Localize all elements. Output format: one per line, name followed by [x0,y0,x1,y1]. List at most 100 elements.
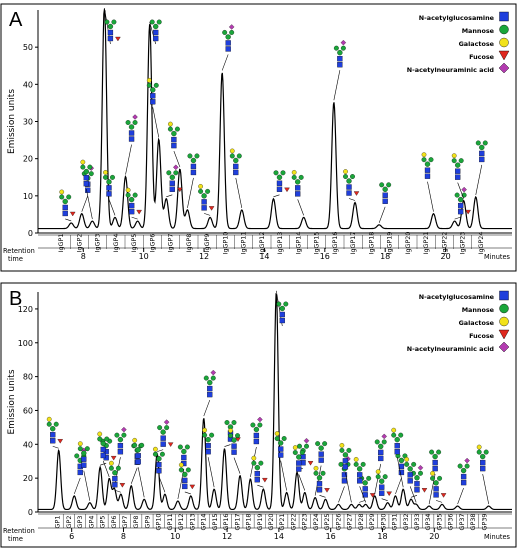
glcnac-square [276,186,283,192]
glcnac-square [318,451,324,457]
peak-leader-line [184,491,191,495]
peak-leader-line [457,487,464,505]
fucose-triangle [440,493,447,498]
mannose-circle [460,467,467,474]
glcnac-square [233,169,239,176]
retention-label-time: time [8,535,23,543]
glcnac-square [233,163,239,170]
glcnac-square [117,443,124,449]
glcnac-square [100,452,106,459]
glcnac-square [153,35,159,42]
peak-label: GP17 [233,514,241,531]
glcnac-square [455,168,461,174]
peak-leader-line [152,107,160,138]
y-tick-label: 20 [23,155,33,164]
peak-label: GP36 [447,514,455,531]
mannose-circle [84,446,90,452]
peak-label: GP25 [323,514,331,531]
mannose-circle [479,144,485,151]
mannose-circle [181,448,187,455]
mannose-circle [198,188,204,194]
peak-leader-line [102,460,110,478]
glcnac-square [160,441,166,447]
x-tick-label: 12 [199,252,209,261]
glcnac-square [342,458,349,464]
mannose-circle [273,170,279,176]
glycan-structure-icon [178,462,196,490]
glcnac-square [112,482,118,488]
peak-label: IgGP20 [404,232,412,255]
mannose-circle [340,45,346,51]
peak-label: GP29 [368,514,376,531]
galactose-circle-icon [499,316,509,327]
y-tick-label: 50 [23,43,33,52]
y-tick-label: 120 [18,305,33,314]
glycan-structure-icon [429,449,442,472]
peak-leader-line [298,474,306,491]
mannose-circle [66,194,72,200]
peak-label: GP5 [99,516,107,529]
mannose-circle [231,420,237,425]
galactose-circle [103,170,108,175]
mannose-circle [283,301,289,307]
peak-label: IgGP24 [477,232,485,255]
peak-label: GP37 [458,514,466,531]
glycan-structure-icon [132,437,145,465]
peak-leader-line [378,206,386,223]
mannose-circle [411,461,417,467]
mannose-circle [394,437,400,443]
sialic-acid-diamond [257,416,263,423]
glycan-structure-icon [454,186,471,215]
glycan-structure-icon [475,140,488,163]
mannose-circle [357,466,363,472]
mannose-circle [205,188,211,194]
mannose-circle [171,130,177,137]
mannose-circle [128,196,135,203]
mannose-circle [299,450,305,455]
legend-label: Galactose [459,319,495,327]
peak-label: IgGP15 [313,232,321,255]
peak-leader-line [130,467,138,484]
mannose-circle [257,422,263,428]
mannose-circle [295,179,301,185]
glcnac-square [433,492,439,498]
glycan-structure-icon [125,114,138,142]
peak-leader-line [221,54,229,71]
mannose-circle [482,140,488,146]
galactose-circle [339,443,345,448]
fucose-triangle [208,206,215,211]
fucose-triangle [177,187,183,193]
x-tick-label: 20 [429,532,439,541]
glcnac-square [398,469,405,476]
glcnac-square [128,136,135,142]
mannose-circle [353,461,359,467]
mannose-circle [125,120,131,125]
glycan-structure-icon [374,433,387,462]
glcnac-square [128,130,135,136]
glcnac-square [77,469,83,476]
glcnac-square [296,466,302,472]
mannose-circle [362,480,368,486]
panel-letter: B [9,288,22,310]
glcnac-square [407,472,413,478]
y-tick-label: 0 [28,508,33,517]
mannose-circle [100,440,106,447]
glcnac-square [424,173,431,179]
glycan-structure-icon [77,441,90,468]
glcnac-square [171,136,177,143]
glycan-structure-icon [222,24,235,52]
peak-leader-line [257,484,264,488]
peak-label: GP9 [143,516,151,529]
glycan-structure-icon [46,416,63,444]
mannose-circle [350,174,355,179]
glycan-structure-icon [224,420,241,442]
glcnac-square [254,477,260,483]
peak-leader-line [203,213,211,216]
glcnac-square [83,174,89,181]
mannose-circle [229,153,235,159]
x-tick-label: 16 [326,532,336,541]
mannose-circle [150,87,156,93]
glcnac-square [278,452,284,458]
galactose-circle [168,121,173,127]
